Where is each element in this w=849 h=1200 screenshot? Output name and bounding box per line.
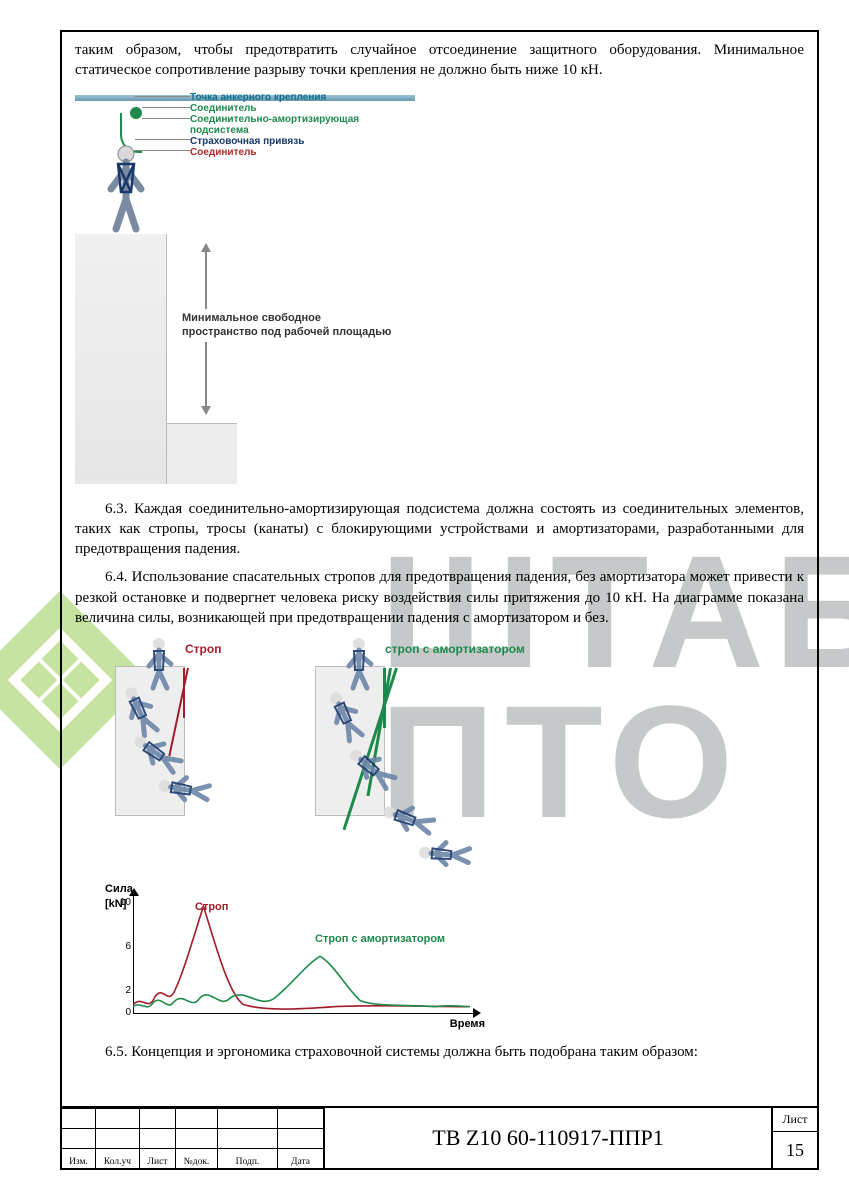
- chart-ytick: 10: [117, 896, 131, 910]
- paragraph-6-3: 6.3. Каждая соединительно-амортизирующая…: [75, 499, 804, 560]
- stamp-header: Изм.: [62, 1148, 96, 1168]
- chart-ytick: 2: [117, 984, 131, 998]
- force-time-chart: Сила[kN] 10 6 2 0 Строп Строп с амортиза…: [105, 882, 485, 1032]
- sheet-label: Лист: [773, 1108, 817, 1132]
- paragraph-intro: таким образом, чтобы предотвратить случа…: [75, 40, 804, 81]
- title-block: Изм. Кол.уч Лист №док. Подп. Дата ТВ Z10…: [62, 1106, 817, 1168]
- falling-figure-icon: [416, 826, 474, 871]
- stamp-header: Лист: [140, 1148, 176, 1168]
- document-number: ТВ Z10 60-110917-ППР1: [324, 1108, 771, 1168]
- legend-rope: Соединитель: [190, 146, 257, 160]
- title-block-stamp: Изм. Кол.уч Лист №док. Подп. Дата: [62, 1108, 324, 1168]
- paragraph-6-4: 6.4. Использование спасательных стропов …: [75, 567, 804, 628]
- chart-plot: [133, 894, 475, 1015]
- chart-legend-lanyard: Строп: [195, 900, 228, 915]
- chart-x-label: Время: [450, 1017, 485, 1032]
- diagram2-label-lanyard: Строп: [185, 641, 221, 657]
- paragraph-6-5: 6.5. Концепция и эргономика страховочной…: [75, 1042, 804, 1062]
- chart-ytick: 6: [117, 940, 131, 954]
- stamp-header: №док.: [176, 1148, 218, 1168]
- anchor-system-diagram: Точка анкерного крепления Соединитель Со…: [75, 89, 435, 489]
- stamp-header: Кол.уч: [96, 1148, 140, 1168]
- platform-icon: [75, 234, 167, 484]
- worker-icon: [101, 144, 151, 234]
- sheet-number: 15: [773, 1132, 817, 1168]
- stamp-header: Дата: [278, 1148, 324, 1168]
- clearance-label: Минимальное свободное пространство под р…: [180, 309, 400, 343]
- page-content: таким образом, чтобы предотвратить случа…: [75, 40, 804, 1070]
- chart-ytick: 0: [117, 1006, 131, 1020]
- sheet-box: Лист 15: [771, 1108, 817, 1168]
- fall-comparison-diagram: Строп строп с амортизатором: [105, 636, 525, 876]
- chart-legend-absorber: Строп с амортизатором: [315, 932, 445, 947]
- diagram2-label-absorber: строп с амортизатором: [385, 641, 525, 657]
- stamp-header: Подп.: [218, 1148, 278, 1168]
